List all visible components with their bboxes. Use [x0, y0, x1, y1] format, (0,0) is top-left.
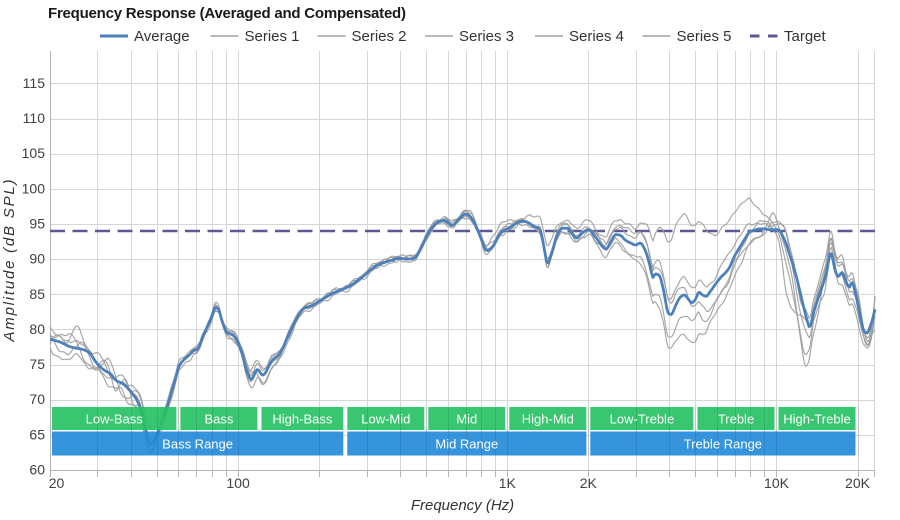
svg-text:Series 2: Series 2	[352, 28, 407, 45]
svg-text:75: 75	[29, 356, 45, 372]
svg-text:Bass: Bass	[204, 411, 233, 426]
svg-text:Low-Treble: Low-Treble	[610, 411, 675, 426]
svg-text:Treble: Treble	[718, 411, 754, 426]
svg-text:70: 70	[29, 391, 45, 407]
svg-text:115: 115	[23, 75, 46, 91]
svg-text:110: 110	[23, 110, 46, 126]
svg-text:90: 90	[29, 251, 45, 267]
svg-text:95: 95	[29, 216, 45, 232]
svg-text:High-Mid: High-Mid	[522, 411, 574, 426]
svg-text:Treble Range: Treble Range	[684, 436, 762, 451]
svg-text:Series 5: Series 5	[677, 28, 732, 45]
svg-text:Low-Mid: Low-Mid	[361, 411, 410, 426]
svg-text:Average: Average	[134, 28, 190, 45]
svg-text:High-Treble: High-Treble	[783, 411, 850, 426]
svg-text:105: 105	[22, 145, 46, 161]
svg-text:1K: 1K	[499, 475, 517, 491]
svg-text:Mid: Mid	[456, 411, 477, 426]
svg-text:10K: 10K	[764, 475, 790, 491]
svg-text:20: 20	[49, 475, 65, 491]
svg-text:Frequency (Hz): Frequency (Hz)	[411, 497, 514, 514]
svg-text:80: 80	[29, 321, 45, 337]
svg-text:Series 1: Series 1	[245, 28, 300, 45]
svg-text:Bass Range: Bass Range	[162, 436, 233, 451]
svg-text:100: 100	[22, 180, 46, 196]
svg-text:Target: Target	[784, 28, 827, 45]
svg-text:20K: 20K	[845, 475, 871, 491]
svg-text:100: 100	[226, 475, 250, 491]
svg-text:Low-Bass: Low-Bass	[86, 411, 144, 426]
svg-text:60: 60	[29, 462, 45, 478]
svg-text:Frequency Response (Averaged a: Frequency Response (Averaged and Compens…	[48, 5, 406, 22]
svg-text:2K: 2K	[580, 475, 598, 491]
svg-text:Mid Range: Mid Range	[435, 436, 498, 451]
svg-text:Series 3: Series 3	[459, 28, 514, 45]
svg-text:65: 65	[29, 426, 45, 442]
svg-text:Series 4: Series 4	[569, 28, 624, 45]
svg-text:Amplitude (dB SPL): Amplitude (dB SPL)	[1, 180, 18, 343]
svg-text:High-Bass: High-Bass	[272, 411, 332, 426]
svg-text:85: 85	[29, 286, 45, 302]
